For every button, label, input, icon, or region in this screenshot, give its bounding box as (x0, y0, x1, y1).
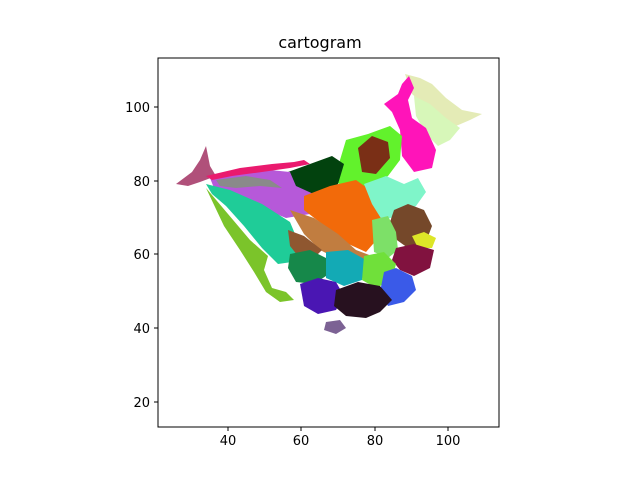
map-region (206, 188, 294, 302)
map-region (216, 176, 282, 188)
map-region (176, 146, 216, 186)
x-tick-label: 80 (367, 434, 384, 449)
map-region (304, 180, 382, 252)
map-region (414, 96, 460, 146)
map-region (358, 136, 390, 174)
map-region (412, 232, 436, 248)
map-region (372, 216, 398, 258)
map-region (288, 230, 322, 258)
map-region (384, 76, 436, 172)
map-regions (176, 74, 482, 334)
map-region (326, 250, 366, 286)
map-region (288, 250, 326, 284)
axes-frame (157, 57, 500, 428)
x-tick-label: 40 (220, 434, 237, 449)
y-tick-label: 80 (133, 175, 150, 190)
x-tick-label: 100 (436, 434, 461, 449)
chart-title: cartogram (278, 33, 362, 52)
map-region (206, 184, 300, 264)
y-tick-label: 20 (133, 396, 150, 411)
map-region (392, 244, 434, 276)
map-region (206, 160, 310, 180)
map-region (324, 320, 346, 334)
x-tick-label: 60 (293, 434, 310, 449)
y-axis: 20 40 60 80 100 (125, 101, 158, 411)
map-region (300, 278, 344, 314)
y-tick-label: 40 (133, 322, 150, 337)
map-region (405, 74, 482, 126)
x-axis: 40 60 80 100 (220, 427, 461, 449)
y-tick-label: 60 (133, 248, 150, 263)
map-region (334, 282, 392, 318)
y-tick-label: 100 (125, 101, 150, 116)
